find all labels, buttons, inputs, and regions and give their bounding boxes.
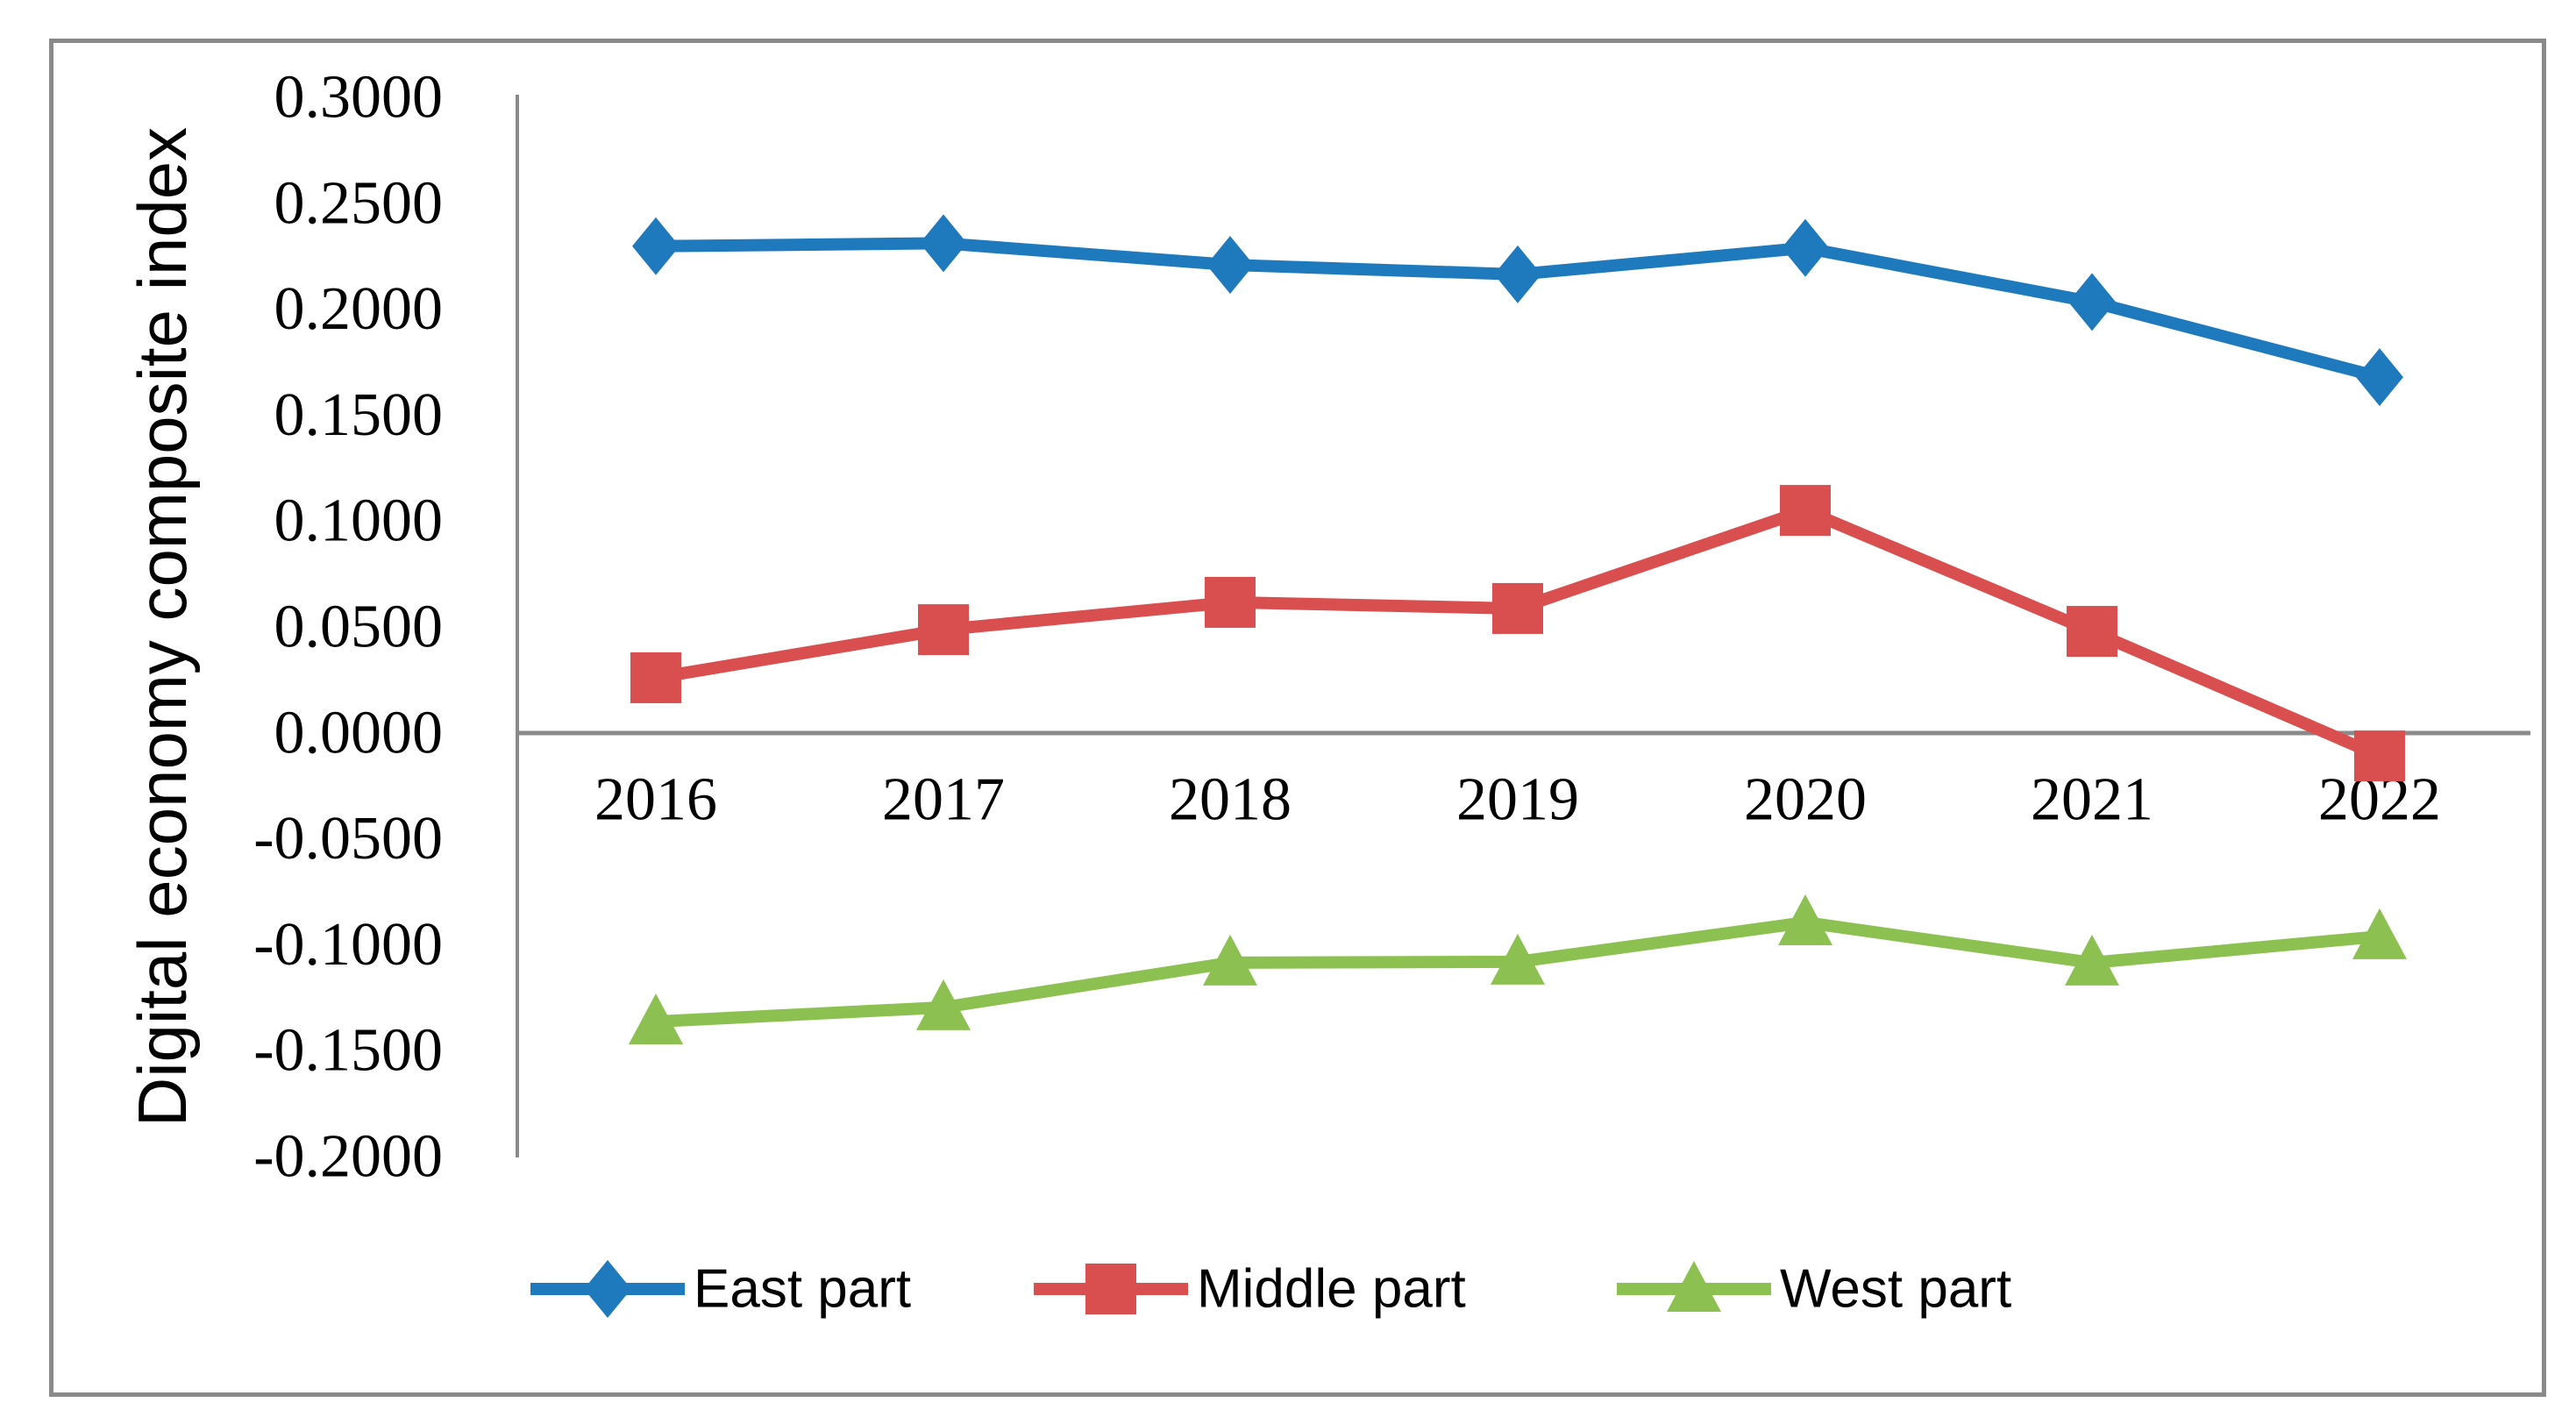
legend-marker-triangle-icon [1667, 1261, 1721, 1312]
data-point-middle-part-2017 [918, 604, 969, 656]
x-axis-tick-labels: 2016 2017 2018 2019 2020 2021 2022 [594, 766, 2441, 834]
data-point-middle-part-2016 [630, 651, 681, 703]
legend-item-middle-part: Middle part [1034, 1259, 1466, 1320]
y-tick-label: -0.1500 [253, 1017, 443, 1085]
data-point-middle-part-2020 [1780, 485, 1831, 537]
y-tick-label: 0.1500 [274, 381, 444, 449]
x-tick-label: 2016 [594, 766, 717, 834]
legend-item-east-part: East part [530, 1259, 911, 1320]
legend-marker-square-icon [1085, 1264, 1136, 1314]
x-tick-label: 2017 [882, 766, 1005, 834]
data-point-east-part-2022 [2356, 348, 2403, 407]
data-point-middle-part-2022 [2354, 730, 2405, 782]
legend-label-middle-part: Middle part [1197, 1259, 1466, 1320]
data-point-west-part-2016 [629, 993, 683, 1045]
y-axis-title: Digital economy composite index [124, 127, 201, 1127]
legend-label-east-part: East part [694, 1259, 911, 1320]
y-tick-label: -0.0500 [253, 805, 443, 872]
data-point-middle-part-2021 [2067, 606, 2117, 658]
data-point-east-part-2019 [1494, 245, 1541, 303]
y-tick-label: 0.0500 [274, 594, 444, 661]
data-point-west-part-2018 [1203, 934, 1257, 986]
axes-layer [516, 95, 2530, 1157]
y-tick-label: 0.3000 [274, 64, 444, 132]
x-tick-label: 2021 [2031, 766, 2153, 834]
data-point-middle-part-2019 [1492, 582, 1543, 634]
data-point-east-part-2018 [1206, 236, 1254, 295]
legend-marker-diamond-icon [584, 1260, 631, 1318]
legend: East part Middle part West part [530, 1259, 2011, 1320]
y-tick-label: -0.1000 [253, 911, 443, 979]
data-point-west-part-2019 [1491, 933, 1545, 985]
data-point-east-part-2017 [920, 214, 967, 273]
data-point-west-part-2017 [916, 979, 971, 1030]
x-tick-label: 2019 [1456, 766, 1579, 834]
data-point-east-part-2020 [1782, 218, 1829, 277]
y-axis-tick-labels: 0.3000 0.2500 0.2000 0.1500 0.1000 0.0500 0.00… [253, 64, 443, 1191]
data-point-west-part-2021 [2065, 934, 2119, 986]
x-tick-label: 2018 [1169, 766, 1292, 834]
legend-label-west-part: West part [1780, 1259, 2011, 1320]
y-tick-label: -0.2000 [253, 1123, 443, 1191]
data-point-east-part-2016 [632, 217, 680, 275]
y-tick-label: 0.2500 [274, 169, 444, 237]
legend-item-west-part: West part [1617, 1259, 2011, 1320]
data-point-middle-part-2018 [1205, 576, 1256, 628]
x-tick-label: 2020 [1744, 766, 1867, 834]
y-tick-label: 0.0000 [274, 699, 444, 766]
data-point-east-part-2021 [2068, 273, 2116, 331]
y-tick-label: 0.1000 [274, 488, 444, 555]
data-point-west-part-2022 [2352, 908, 2407, 959]
y-tick-label: 0.2000 [274, 275, 444, 343]
data-point-west-part-2020 [1778, 894, 1832, 945]
series-layer [629, 214, 2407, 1045]
